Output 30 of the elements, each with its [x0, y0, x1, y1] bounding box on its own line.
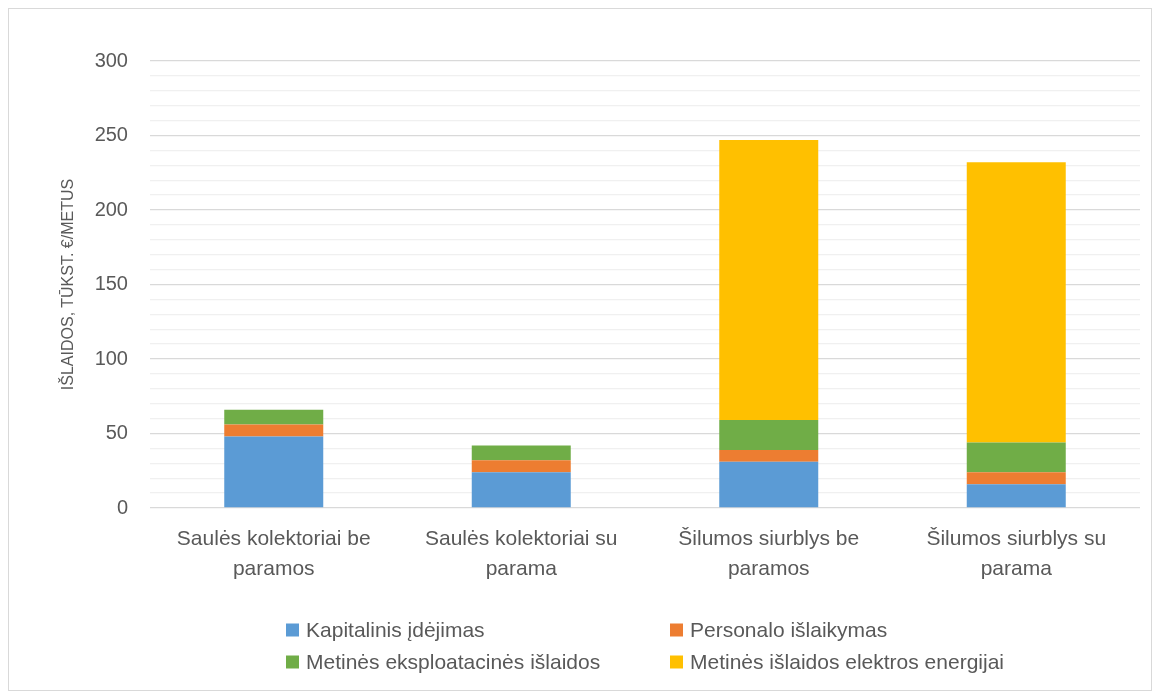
bar: [719, 420, 819, 450]
bar: [719, 461, 819, 508]
x-tick-label: Šilumos siurblys be paramos: [678, 526, 860, 580]
bar: [966, 472, 1066, 485]
y-axis-title: IŠLAIDOS, TŪKST. €/METUS: [58, 178, 77, 391]
bar: [719, 139, 819, 421]
bar: [471, 460, 571, 473]
legend-label: Personalo išlaikymas: [690, 617, 888, 641]
legend-label: Kapitalinis įdėjimas: [306, 617, 485, 641]
bar: [471, 445, 571, 461]
x-tick-label: Šilumos siurblys su parama: [926, 526, 1107, 580]
y-tick-label: 150: [94, 272, 128, 295]
x-tick-label: Saulės kolektoriai be paramos: [176, 526, 371, 580]
x-tick-label: Saulės kolektoriai su parama: [424, 526, 618, 580]
bar: [966, 484, 1066, 508]
bar: [224, 424, 324, 437]
bar: [719, 449, 819, 462]
legend-label: Metinės eksploatacinės išlaidos: [306, 649, 601, 673]
bar: [224, 436, 324, 508]
bar: [966, 442, 1066, 473]
y-tick-label: 50: [105, 421, 128, 444]
bar: [471, 472, 571, 508]
y-tick-label: 200: [94, 197, 128, 220]
y-tick-label: 300: [94, 48, 128, 71]
y-tick-label: 100: [94, 346, 128, 369]
y-tick-label: 250: [94, 123, 128, 146]
y-tick-label: 0: [116, 495, 128, 518]
bar: [966, 162, 1066, 443]
legend-label: Metinės išlaidos elektros energijai: [690, 649, 1004, 673]
bar: [224, 409, 324, 425]
